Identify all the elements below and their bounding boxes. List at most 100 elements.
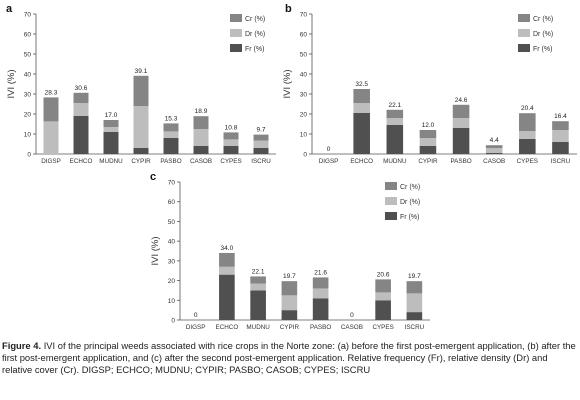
bar-segment-dr-cypes: [375, 292, 391, 301]
y-tick-label: 50: [300, 52, 308, 59]
bar-total-label: 12.0: [422, 122, 435, 129]
x-tick-label: ISCRU: [551, 158, 571, 165]
bar-segment-dr-cypir: [281, 295, 298, 311]
bar-segment-fr-pasbo: [452, 128, 470, 154]
y-axis-title: IVI (%): [6, 69, 17, 98]
bar-segment-cr-cypes: [519, 113, 536, 131]
y-tick-label: 40: [300, 72, 308, 79]
bar-total-label: 0: [350, 312, 354, 319]
legend-label: Cr (%): [245, 16, 265, 23]
bar-segment-dr-echco: [73, 103, 89, 116]
bar-total-label: 18.9: [195, 108, 208, 115]
chart-panel-c: c IVI (%) 0 10 20 30 40 50 60 70 0 DIGSP 34.0 ECHCO 22…: [150, 171, 430, 331]
bar-segment-fr-cypes: [223, 146, 239, 154]
bar-segment-dr-pasbo: [312, 288, 329, 299]
bar-segment-fr-echco: [73, 116, 89, 154]
bar-segment-fr-cypir: [281, 310, 298, 320]
bar-segment-fr-iscru: [552, 142, 569, 154]
x-tick-label: ECHCO: [216, 324, 239, 331]
bar-segment-cr-iscru: [253, 134, 269, 141]
panel-letter: a: [6, 3, 13, 15]
legend-label: Cr (%): [533, 16, 553, 23]
bar-total-label: 34.0: [221, 245, 234, 252]
caption-label: Figure 4.: [2, 340, 42, 351]
bar-total-label: 22.1: [388, 102, 401, 109]
bar-segment-dr-echco: [353, 103, 370, 113]
bar-segment-dr-echco: [219, 266, 235, 275]
y-tick-label: 70: [300, 12, 308, 19]
bar-segment-cr-echco: [219, 252, 235, 267]
legend-label: Dr (%): [533, 31, 553, 38]
x-tick-label: DIGSP: [319, 158, 339, 165]
y-tick-label: 70: [24, 12, 32, 19]
x-tick-label: ECHCO: [350, 158, 373, 165]
bar-total-label: 39.1: [135, 68, 148, 75]
bar-segment-cr-mudnu: [103, 120, 119, 127]
figure-caption: Figure 4. IVI of the principal weeds ass…: [2, 340, 576, 377]
bar-total-label: 10.8: [225, 124, 238, 131]
legend-swatch-dr: [385, 197, 397, 205]
bar-segment-cr-mudnu: [386, 109, 404, 118]
bar-segment-cr-cypes: [223, 132, 239, 140]
bar-segment-dr-iscru: [253, 140, 269, 148]
legend-label: Fr (%): [400, 214, 419, 221]
y-tick-label: 10: [300, 132, 308, 139]
bar-segment-cr-casob: [485, 145, 503, 149]
legend-swatch-dr: [518, 29, 530, 37]
panel-letter: b: [285, 3, 292, 15]
bar-segment-dr-casob: [485, 148, 503, 153]
y-tick-label: 30: [168, 258, 176, 265]
caption-text: IVI of the principal weeds associated wi…: [2, 340, 576, 376]
legend-swatch-cr: [230, 14, 242, 22]
y-tick-label: 0: [27, 152, 31, 159]
legend-label: Fr (%): [533, 46, 552, 53]
bar-total-label: 17.0: [105, 112, 118, 119]
y-axis-title: IVI (%): [282, 69, 293, 98]
bar-segment-fr-echco: [353, 113, 370, 154]
y-tick-label: 50: [168, 219, 176, 226]
bar-segment-fr-pasbo: [312, 298, 329, 320]
chart-panel-a: a IVI (%) 0 10 20 30 40 50 60 70 28.3 DIGSP 30.6 ECHC…: [6, 3, 276, 165]
bar-segment-dr-mudnu: [386, 118, 404, 125]
x-tick-label: MUDNU: [246, 324, 270, 331]
bar-segment-cr-pasbo: [452, 104, 470, 118]
chart-panel-b: b IVI (%) 0 10 20 30 40 50 60 70 0 DIGSP 32.5 ECHCO 22…: [282, 3, 577, 165]
y-tick-label: 0: [303, 152, 307, 159]
bar-segment-cr-cypir: [281, 281, 298, 296]
bar-total-label: 30.6: [75, 85, 88, 92]
y-tick-label: 50: [24, 52, 32, 59]
bar-total-label: 22.1: [252, 268, 265, 275]
y-tick-label: 20: [24, 112, 32, 119]
bar-segment-cr-iscru: [406, 281, 423, 294]
bar-total-label: 20.4: [521, 105, 534, 112]
bar-segment-dr-cypes: [223, 139, 239, 146]
bar-segment-cr-echco: [353, 89, 370, 103]
y-tick-label: 20: [300, 112, 308, 119]
bar-total-label: 21.6: [314, 269, 327, 276]
panel-letter: c: [150, 171, 156, 183]
bar-segment-fr-cypes: [519, 139, 536, 154]
bar-segment-fr-casob: [193, 146, 209, 154]
legend-label: Dr (%): [245, 31, 265, 38]
y-tick-label: 60: [300, 32, 308, 39]
y-tick-label: 40: [168, 239, 176, 246]
bar-total-label: 0: [327, 146, 331, 153]
bar-total-label: 0: [194, 312, 198, 319]
bar-segment-fr-cypir: [133, 148, 149, 154]
bar-total-label: 4.4: [490, 137, 499, 144]
bar-segment-cr-cypir: [133, 75, 149, 106]
legend-swatch-cr: [385, 182, 397, 190]
bar-segment-fr-cypes: [375, 300, 391, 320]
legend-label: Dr (%): [400, 199, 420, 206]
x-tick-label: DIGSP: [41, 158, 61, 165]
y-tick-label: 70: [168, 180, 176, 187]
bar-segment-dr-iscru: [552, 130, 569, 142]
x-tick-label: ISCRU: [251, 158, 271, 165]
bar-segment-cr-mudnu: [250, 276, 266, 284]
legend-swatch-fr: [385, 212, 397, 220]
x-tick-label: CYPIR: [418, 158, 438, 165]
x-tick-label: PASBO: [310, 324, 331, 331]
y-tick-label: 60: [168, 199, 176, 206]
bar-segment-fr-mudnu: [250, 290, 266, 320]
legend-label: Cr (%): [400, 184, 420, 191]
